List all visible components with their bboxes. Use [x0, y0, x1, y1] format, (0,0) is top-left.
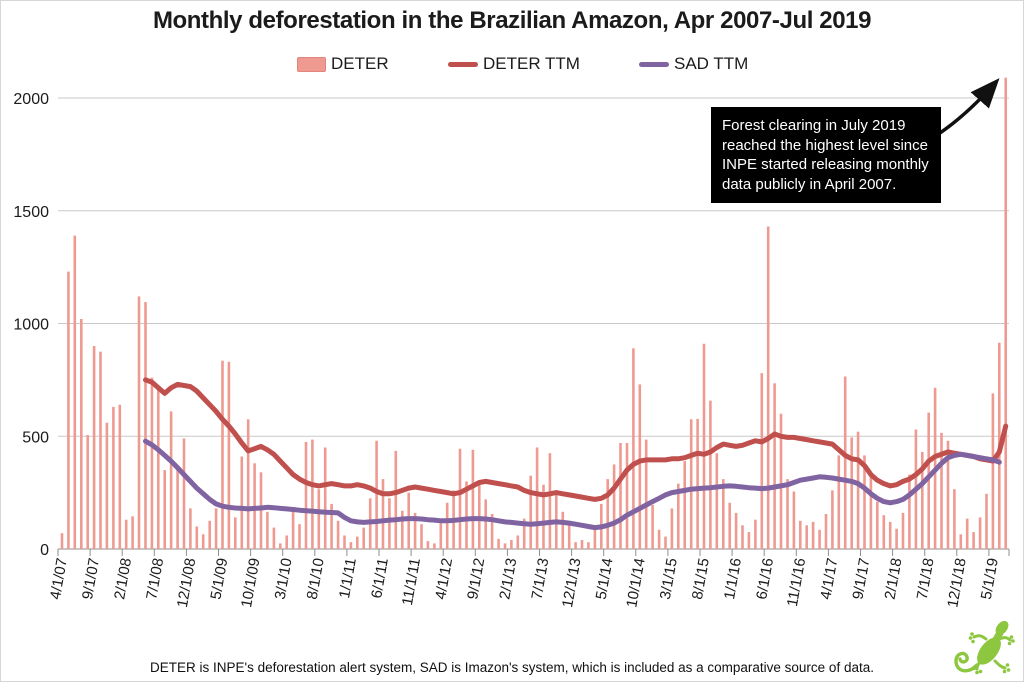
svg-text:4/1/12: 4/1/12	[432, 557, 456, 601]
footnote-text: DETER is INPE's deforestation alert syst…	[150, 660, 874, 675]
legend-item-deter-ttm: DETER TTM	[448, 54, 580, 74]
legend-item-sad-ttm: SAD TTM	[639, 54, 748, 74]
deter-ttm-line	[143, 377, 1009, 502]
deter-bar-swatch-icon	[297, 56, 326, 72]
svg-text:500: 500	[22, 429, 49, 446]
svg-text:3/1/15: 3/1/15	[657, 557, 681, 601]
svg-text:5/1/19: 5/1/19	[978, 557, 1002, 601]
svg-text:1500: 1500	[13, 204, 49, 221]
svg-text:1000: 1000	[13, 317, 49, 334]
svg-text:4/1/07: 4/1/07	[47, 557, 71, 601]
sad-ttm-line	[143, 438, 1002, 531]
svg-text:5/1/14: 5/1/14	[593, 557, 617, 601]
svg-text:6/1/16: 6/1/16	[753, 557, 777, 601]
svg-text:3/1/10: 3/1/10	[272, 557, 296, 601]
svg-text:9/1/12: 9/1/12	[464, 557, 488, 601]
chart-title: Monthly deforestation in the Brazilian A…	[152, 7, 872, 34]
gecko-logo	[954, 620, 1015, 675]
svg-text:2/1/18: 2/1/18	[882, 557, 906, 601]
annotation-text: Forest clearing in July 2019 reached the…	[722, 117, 929, 193]
deter-ttm-line-swatch-icon	[448, 61, 478, 67]
svg-text:6/1/11: 6/1/11	[368, 557, 392, 600]
svg-text:8/1/10: 8/1/10	[304, 557, 328, 601]
svg-text:0: 0	[40, 542, 49, 559]
gecko-icon	[954, 620, 1015, 675]
legend-label-deter: DETER	[331, 54, 389, 73]
sad-ttm-line-swatch-icon	[639, 61, 669, 67]
svg-text:2/1/08: 2/1/08	[111, 557, 135, 601]
svg-text:7/1/13: 7/1/13	[528, 557, 552, 601]
y-axis-labels: 0 500 1000 1500 2000	[13, 91, 49, 559]
legend-item-deter: DETER	[297, 54, 389, 74]
annotation-box: Forest clearing in July 2019 reached the…	[711, 107, 941, 203]
svg-text:7/1/18: 7/1/18	[914, 557, 938, 601]
x-axis-ticks	[57, 549, 1010, 556]
svg-text:1/1/11: 1/1/11	[336, 557, 360, 600]
svg-text:8/1/15: 8/1/15	[689, 557, 713, 601]
svg-text:2/1/13: 2/1/13	[496, 557, 520, 601]
svg-text:2000: 2000	[13, 91, 49, 108]
svg-text:1/1/16: 1/1/16	[721, 557, 745, 601]
x-axis-labels: 4/1/07 9/1/07 2/1/08 7/1/08 12/1/08 5/1/09 10/…	[47, 557, 1002, 609]
legend-label-deter-ttm: DETER TTM	[483, 54, 580, 73]
svg-text:9/1/17: 9/1/17	[849, 557, 873, 601]
svg-text:5/1/09: 5/1/09	[207, 557, 231, 601]
legend: DETER DETER TTM SAD TTM	[1, 54, 1023, 78]
legend-label-sad-ttm: SAD TTM	[674, 54, 749, 73]
deter-bars	[60, 77, 1007, 549]
svg-text:4/1/17: 4/1/17	[817, 557, 841, 601]
annotation-arrow	[933, 78, 1000, 139]
svg-text:7/1/08: 7/1/08	[143, 557, 167, 601]
svg-text:9/1/07: 9/1/07	[79, 557, 103, 601]
